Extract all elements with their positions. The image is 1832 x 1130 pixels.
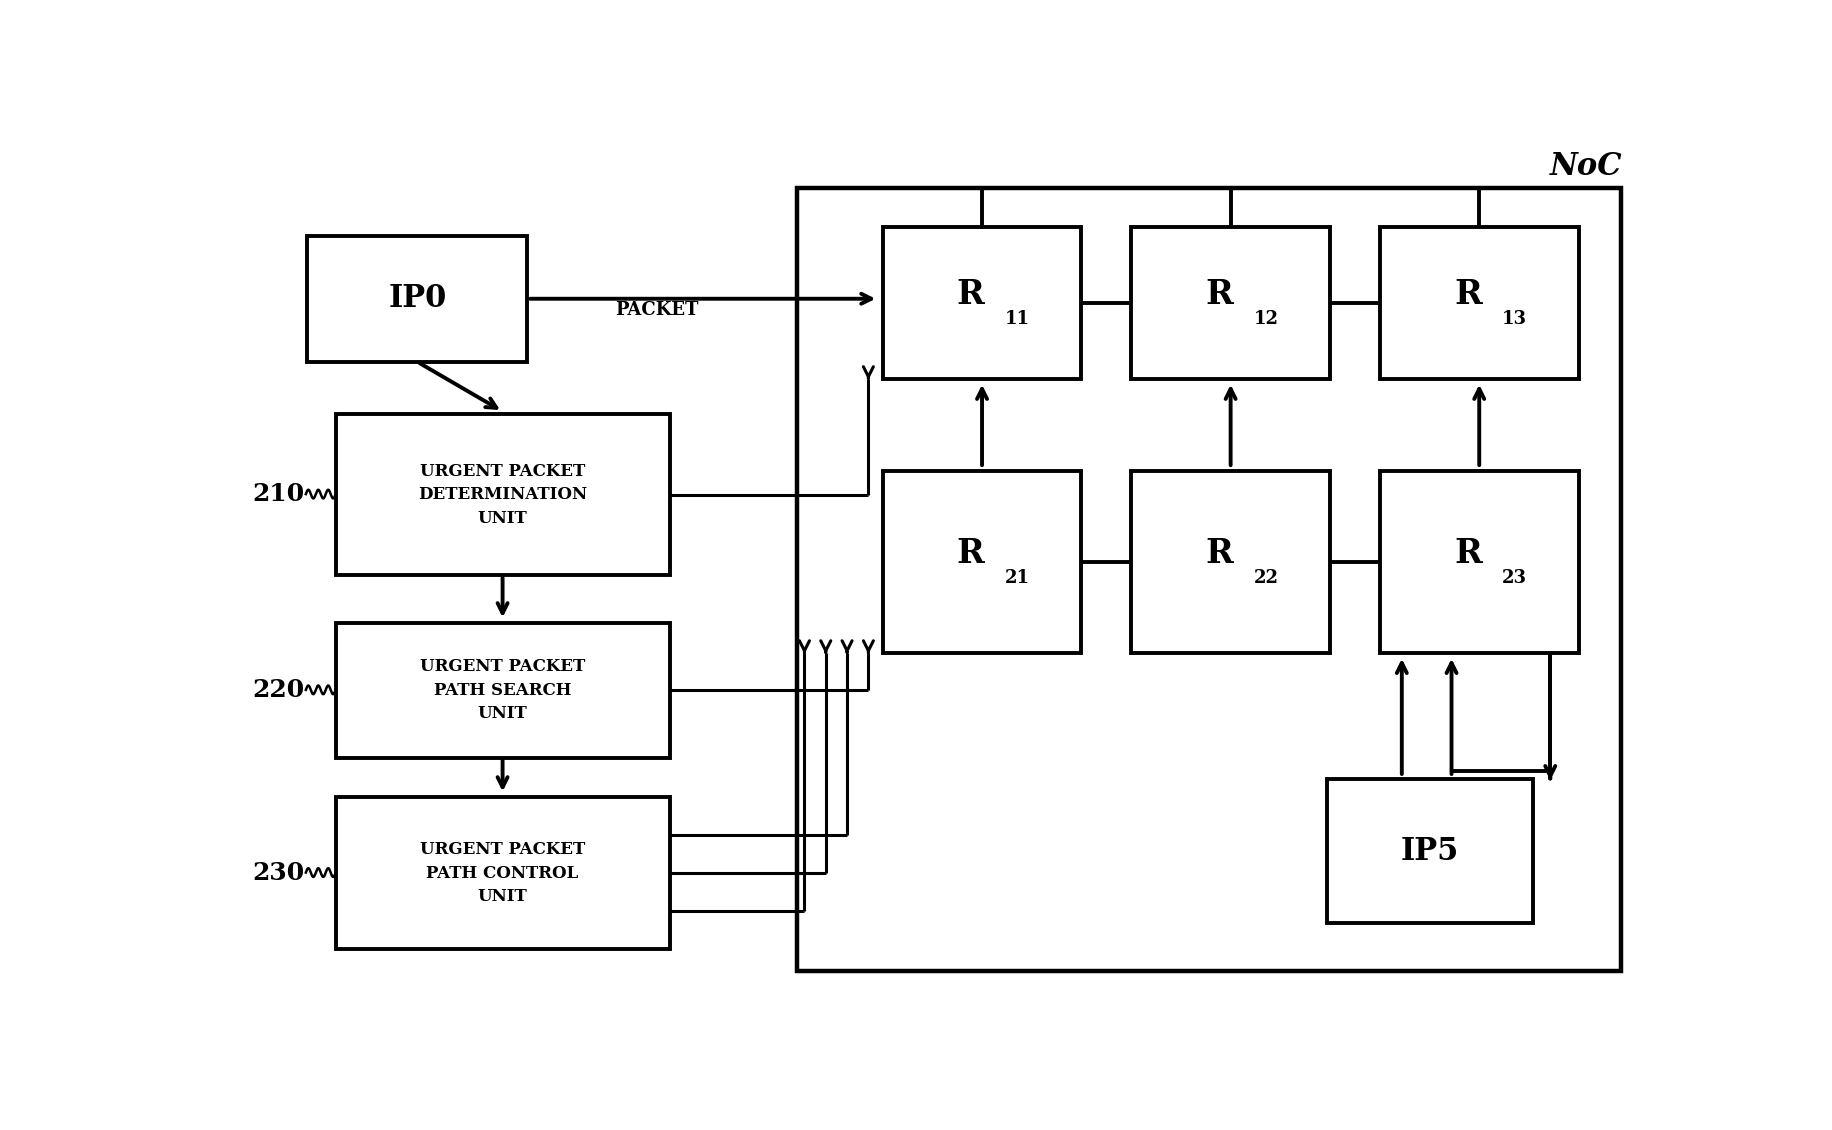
Text: R: R: [1453, 278, 1480, 311]
Text: 23: 23: [1502, 568, 1526, 586]
Text: IP5: IP5: [1400, 836, 1458, 867]
Bar: [883, 470, 1081, 653]
Text: URGENT PACKET
DETERMINATION
UNIT: URGENT PACKET DETERMINATION UNIT: [418, 462, 586, 527]
Text: R: R: [1453, 537, 1480, 570]
Text: 21: 21: [1004, 568, 1030, 586]
Bar: [1130, 227, 1330, 380]
Text: R: R: [1205, 278, 1233, 311]
Bar: [1326, 780, 1532, 923]
Text: R: R: [956, 537, 984, 570]
Text: R: R: [1205, 537, 1233, 570]
Bar: [797, 188, 1619, 971]
Text: 220: 220: [251, 678, 304, 702]
Bar: [335, 414, 669, 575]
Bar: [1130, 470, 1330, 653]
Text: 12: 12: [1253, 310, 1279, 328]
Text: URGENT PACKET
PATH CONTROL
UNIT: URGENT PACKET PATH CONTROL UNIT: [420, 841, 584, 905]
Bar: [308, 236, 528, 362]
Text: 230: 230: [251, 861, 304, 885]
Text: 13: 13: [1502, 310, 1526, 328]
Bar: [1379, 470, 1577, 653]
Text: PACKET: PACKET: [616, 301, 698, 319]
Text: R: R: [956, 278, 984, 311]
Text: 210: 210: [251, 483, 304, 506]
Text: 11: 11: [1004, 310, 1030, 328]
Bar: [1379, 227, 1577, 380]
Text: URGENT PACKET
PATH SEARCH
UNIT: URGENT PACKET PATH SEARCH UNIT: [420, 659, 584, 722]
Bar: [883, 227, 1081, 380]
Text: IP0: IP0: [388, 284, 447, 314]
Bar: [335, 797, 669, 949]
Text: 22: 22: [1253, 568, 1279, 586]
Bar: [335, 623, 669, 758]
Text: NoC: NoC: [1548, 150, 1621, 182]
